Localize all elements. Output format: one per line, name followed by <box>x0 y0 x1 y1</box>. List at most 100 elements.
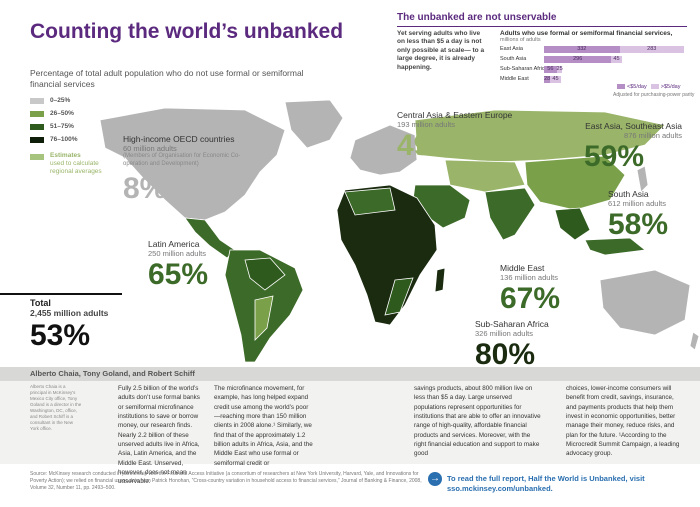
total-divider <box>0 293 122 295</box>
region-ssa: Sub-Saharan Africa 326 million adults 80… <box>475 319 549 370</box>
article-band <box>0 367 700 464</box>
region-pct: 80% <box>475 338 536 371</box>
total-adults: 2,455 million adults <box>30 308 109 318</box>
arrow-right-icon[interactable]: → <box>428 472 442 486</box>
legend-swatch-high <box>650 84 659 89</box>
total-label: Total <box>30 298 51 308</box>
region-pct: 65% <box>148 258 209 291</box>
region-name: South Asia <box>608 189 649 199</box>
region-adults: 326 million adults <box>475 329 533 338</box>
page-title: Counting the world’s unbanked <box>30 20 344 43</box>
legend-label: 51–75% <box>50 123 74 130</box>
map-south-asia <box>484 187 536 241</box>
bar-segment: 45 <box>611 55 622 63</box>
legend-item: 26–50% <box>30 107 120 120</box>
map-southeast-asia <box>554 207 591 241</box>
source-note: Source: McKinsey research conducted in p… <box>30 471 422 491</box>
bar-segment: 25 <box>556 65 563 73</box>
bar-segment: 283 <box>619 45 684 53</box>
read-report-link[interactable]: To read the full report, Half the World … <box>447 474 645 493</box>
article-column-2: The microfinance movement, for example, … <box>214 385 313 467</box>
bar-segment: 28 <box>544 75 551 83</box>
bar-segment: 296 <box>544 55 612 63</box>
bar-segment: 332 <box>544 45 620 53</box>
region-name: Middle East <box>500 263 545 273</box>
bar-legend: <$5/day >$5/day <box>613 84 680 90</box>
region-south-asia: South Asia 612 million adults 58% <box>608 189 668 240</box>
legend-item: 76–100% <box>30 133 120 146</box>
legend-item: 51–75% <box>30 120 120 133</box>
region-pct: 8% <box>123 172 167 205</box>
bar-row: Middle East 28 45 <box>500 75 690 83</box>
region-pct: 49% <box>397 129 458 162</box>
region-pct: 67% <box>500 282 561 315</box>
bar-chart-note: Adjusted for purchasing-power parity <box>613 92 695 98</box>
region-pct: 58% <box>608 208 669 241</box>
unserved-divider <box>397 26 687 27</box>
map-greenland <box>284 100 344 149</box>
legend-swatch <box>30 110 44 117</box>
region-middle-east: Middle East 136 million adults 67% <box>500 263 560 314</box>
bar-row: South Asia 296 45 <box>500 55 690 63</box>
unserved-title: The unbanked are not unservable <box>397 12 557 23</box>
legend-label: 0–25% <box>50 97 71 104</box>
bar-chart-title: Adults who use formal or semiformal fina… <box>500 30 673 37</box>
map-new-zealand <box>689 331 700 351</box>
authors-bar <box>0 367 700 381</box>
region-pct: 59% <box>584 140 645 173</box>
region-central-asia: Central Asia & Eastern Europe 193 millio… <box>397 110 512 161</box>
map-australia <box>599 269 691 336</box>
legend-label: 26–50% <box>50 110 74 117</box>
total-pct: 53% <box>30 319 91 352</box>
legend-swatch-low <box>617 84 625 89</box>
map-africa <box>336 184 438 326</box>
article-column-4: choices, lower-income consumers will ben… <box>566 385 680 458</box>
region-adults: 876 million adults <box>624 131 682 140</box>
bar-row: Sub-Saharan Africa 56 25 <box>500 65 690 73</box>
region-adults: 612 million adults <box>608 199 666 208</box>
bar-category-label: East Asia <box>500 46 523 52</box>
bar-segment: 56 <box>544 65 557 73</box>
region-name: Sub-Saharan Africa <box>475 319 549 329</box>
region-name: East Asia, Southeast Asia <box>585 121 682 131</box>
bar-category-label: Middle East <box>500 76 529 82</box>
legend-swatch <box>30 123 44 130</box>
map-central-asia <box>444 159 526 193</box>
article-column-3: savings products, about 800 million live… <box>414 385 541 458</box>
region-note: (Members of Organisation for Economic Co… <box>123 153 241 167</box>
legend-label: 76–100% <box>50 136 78 143</box>
legend-estimates: Estimates used to calculate regional ave… <box>30 152 120 176</box>
region-name: High-income OECD countries <box>123 134 235 144</box>
legend-estimates-text: used to calculate regional averages <box>50 160 102 176</box>
map-east-asia <box>524 155 626 211</box>
article-authors: Alberto Chaia, Tony Goland, and Robert S… <box>30 369 195 378</box>
legend-high-label: >$5/day <box>660 84 681 90</box>
map-japan <box>636 165 649 193</box>
legend-estimates-title: Estimates <box>50 152 81 159</box>
region-adults: 136 million adults <box>500 273 558 282</box>
bar-row: East Asia 332 283 <box>500 45 690 53</box>
region-name: Central Asia & Eastern Europe <box>397 110 513 120</box>
region-oecd: High-income OECD countries 60 million ad… <box>123 134 258 204</box>
region-adults: 193 million adults <box>397 120 455 129</box>
legend-low-label: <$5/day <box>627 84 647 90</box>
map-legend: 0–25% 26–50% 51–75% 76–100% Estimates us… <box>30 94 120 176</box>
map-russia <box>414 109 666 163</box>
legend-item: 0–25% <box>30 94 120 107</box>
region-adults: 60 million adults <box>123 144 177 153</box>
region-latin-america: Latin America 250 million adults 65% <box>148 239 208 290</box>
legend-swatch <box>30 136 44 143</box>
region-name: Latin America <box>148 239 200 249</box>
unserved-text: Yet serving adults who live on less than… <box>397 30 485 71</box>
map-europe <box>349 124 418 176</box>
region-east-asia: East Asia, Southeast Asia 876 million ad… <box>582 121 682 172</box>
bar-chart-subtitle: millions of adults <box>500 37 541 43</box>
legend-swatch <box>30 97 44 104</box>
article-column-1: Fully 2.5 billion of the world’s adults … <box>118 385 200 486</box>
author-bio: Alberto Chaia is a principal in McKinsey… <box>30 384 82 432</box>
legend-swatch <box>30 154 44 160</box>
map-north-america <box>99 107 286 221</box>
region-adults: 250 million adults <box>148 249 206 258</box>
map-subtitle: Percentage of total adult population who… <box>30 68 304 90</box>
